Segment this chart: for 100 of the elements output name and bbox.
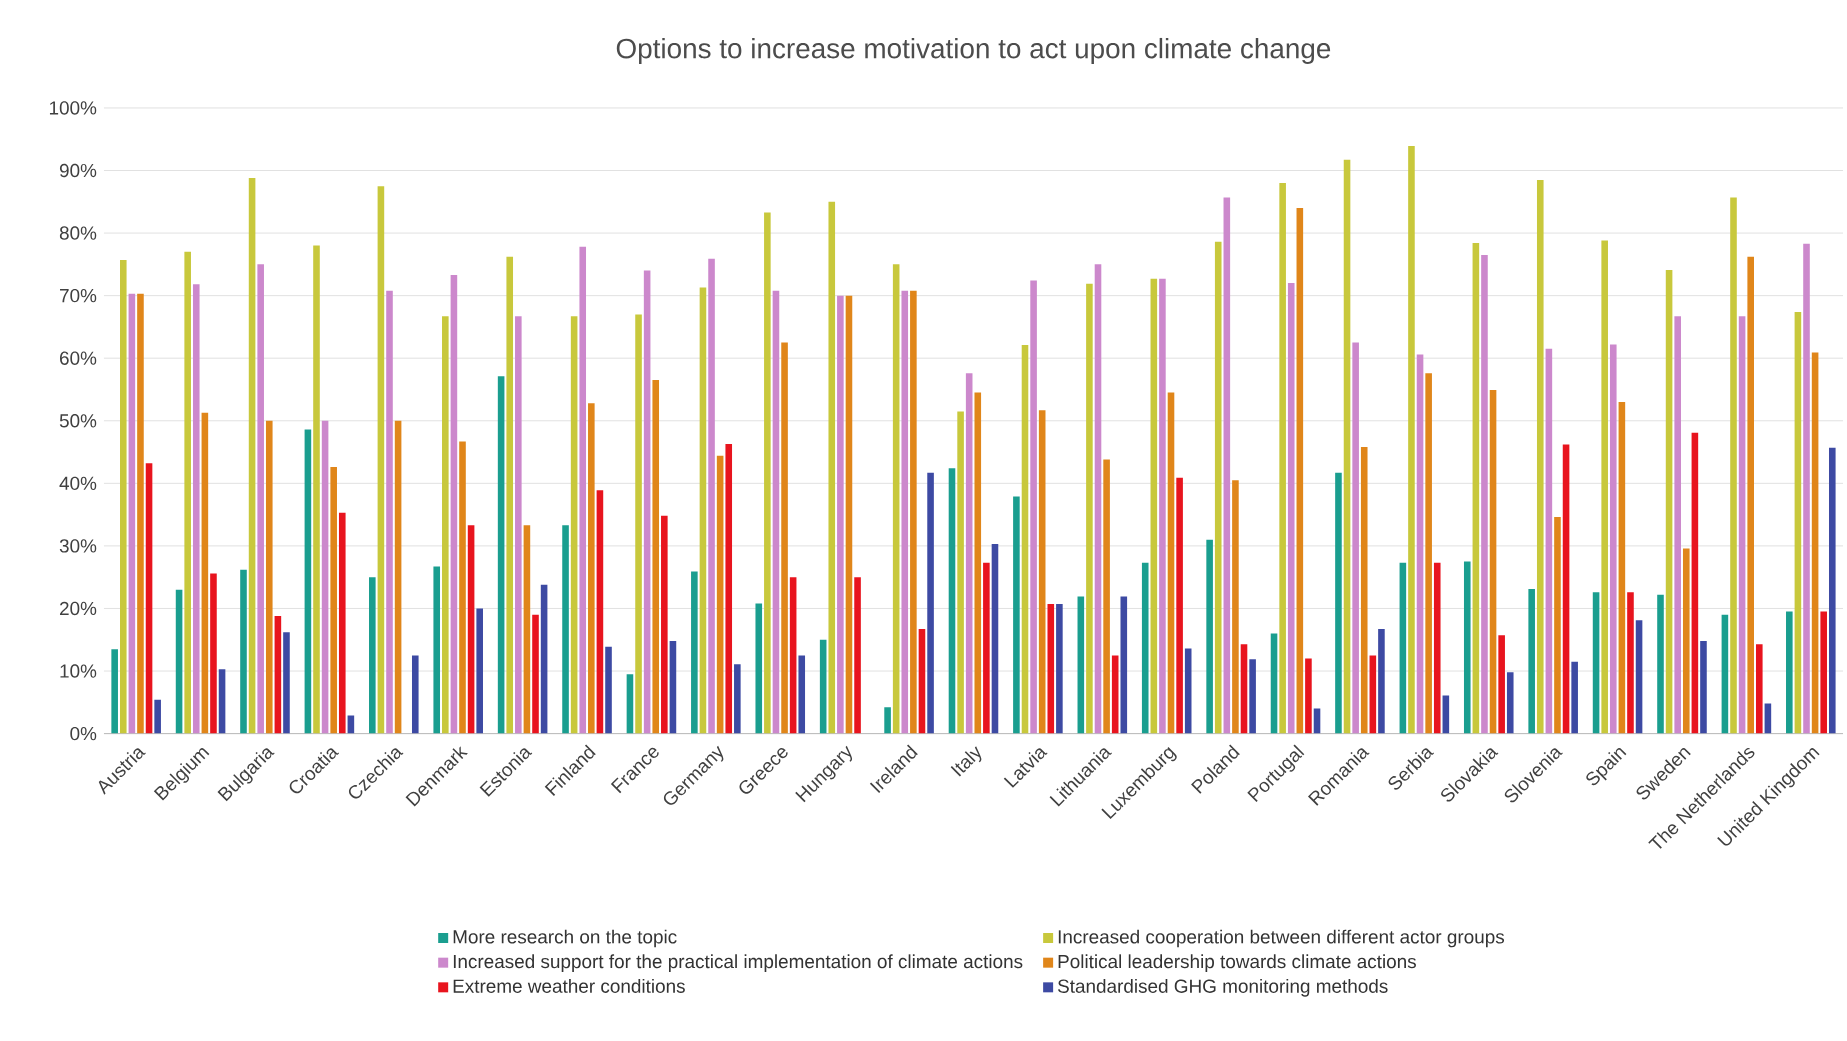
bar	[983, 562, 990, 734]
y-tick-label: 80%	[59, 226, 97, 240]
bar	[184, 251, 191, 734]
bar	[974, 392, 982, 734]
bar	[321, 420, 329, 734]
bar	[1279, 182, 1286, 734]
bar	[386, 290, 393, 734]
legend-label: More research on the topic	[453, 929, 677, 948]
bar	[755, 603, 763, 734]
legend-label: Standardised GHG monitoring methods	[1057, 978, 1388, 997]
bar	[1730, 197, 1737, 734]
bar	[605, 646, 612, 734]
bar	[635, 314, 642, 734]
bar	[845, 295, 853, 734]
y-tick-label: 70%	[60, 288, 97, 303]
bar	[1086, 283, 1093, 734]
bar	[991, 543, 999, 734]
y-tick-label: 0%	[70, 726, 97, 741]
bar	[699, 287, 707, 734]
y-tick-label: 10%	[60, 664, 97, 678]
bar	[1399, 562, 1407, 734]
bar	[1811, 352, 1819, 734]
bar	[218, 668, 226, 734]
bar	[1150, 278, 1158, 734]
bar	[828, 201, 836, 734]
bar	[819, 639, 827, 734]
bar	[450, 274, 458, 734]
bar	[643, 270, 651, 734]
bar	[1528, 588, 1535, 734]
bar	[1674, 316, 1681, 734]
bar	[1335, 472, 1342, 734]
bar	[626, 673, 634, 734]
bar	[1700, 640, 1707, 734]
bar	[459, 441, 466, 734]
bar	[1665, 269, 1673, 734]
bar	[1554, 516, 1561, 734]
bar	[1691, 432, 1699, 734]
bar	[137, 293, 144, 734]
legend-label: Political leadership towards climate actions	[1058, 954, 1416, 972]
bar	[1506, 672, 1514, 734]
bar	[145, 463, 153, 734]
bar	[369, 576, 376, 734]
bar	[257, 264, 264, 734]
bar	[119, 259, 127, 734]
bar	[1077, 596, 1085, 734]
bar	[313, 245, 320, 734]
bar	[772, 290, 780, 734]
bar	[210, 573, 217, 734]
y-tick-label: 20%	[59, 601, 97, 615]
bar	[330, 466, 337, 734]
bar	[1270, 633, 1278, 734]
bar	[1176, 477, 1183, 734]
bar	[175, 589, 183, 734]
bar	[304, 429, 312, 734]
bar	[588, 403, 595, 734]
bar	[1141, 562, 1149, 734]
bar	[1343, 159, 1351, 734]
bar	[1232, 480, 1239, 734]
bar	[1030, 280, 1037, 734]
bar	[1223, 197, 1231, 734]
bar	[1369, 655, 1377, 734]
bar	[669, 640, 677, 734]
bar	[918, 628, 926, 734]
bar	[579, 246, 587, 734]
bar	[154, 699, 161, 734]
bar	[497, 376, 505, 734]
y-tick-label: 60%	[60, 351, 97, 365]
bar	[652, 379, 660, 734]
bar	[248, 177, 256, 734]
y-tick-label: 40%	[59, 476, 97, 490]
bar	[1408, 145, 1415, 734]
bar	[1167, 392, 1175, 734]
bar	[1463, 561, 1471, 734]
bar	[1755, 643, 1763, 734]
bar	[725, 443, 733, 734]
bar	[1416, 354, 1424, 734]
bar	[910, 290, 917, 734]
bar	[948, 468, 956, 734]
bar	[283, 632, 290, 734]
bar	[1442, 695, 1450, 734]
bar	[411, 655, 419, 734]
bar	[1481, 254, 1488, 734]
bar	[1240, 643, 1248, 734]
bar	[1562, 444, 1570, 734]
bar	[1747, 256, 1754, 734]
bar	[570, 316, 578, 734]
bar	[661, 515, 668, 734]
bar	[892, 264, 900, 734]
legend-label: Increased support for the practical implementation of climate actions	[453, 954, 1023, 972]
bar	[506, 256, 514, 734]
bar	[1378, 628, 1385, 734]
y-tick-label: 90%	[59, 163, 97, 177]
bar	[442, 316, 449, 734]
bar	[111, 648, 118, 734]
bar	[1721, 614, 1729, 734]
bar	[1047, 603, 1055, 734]
bar	[476, 608, 483, 734]
bar	[1657, 594, 1664, 734]
bar	[523, 525, 531, 734]
bar	[1433, 562, 1441, 734]
